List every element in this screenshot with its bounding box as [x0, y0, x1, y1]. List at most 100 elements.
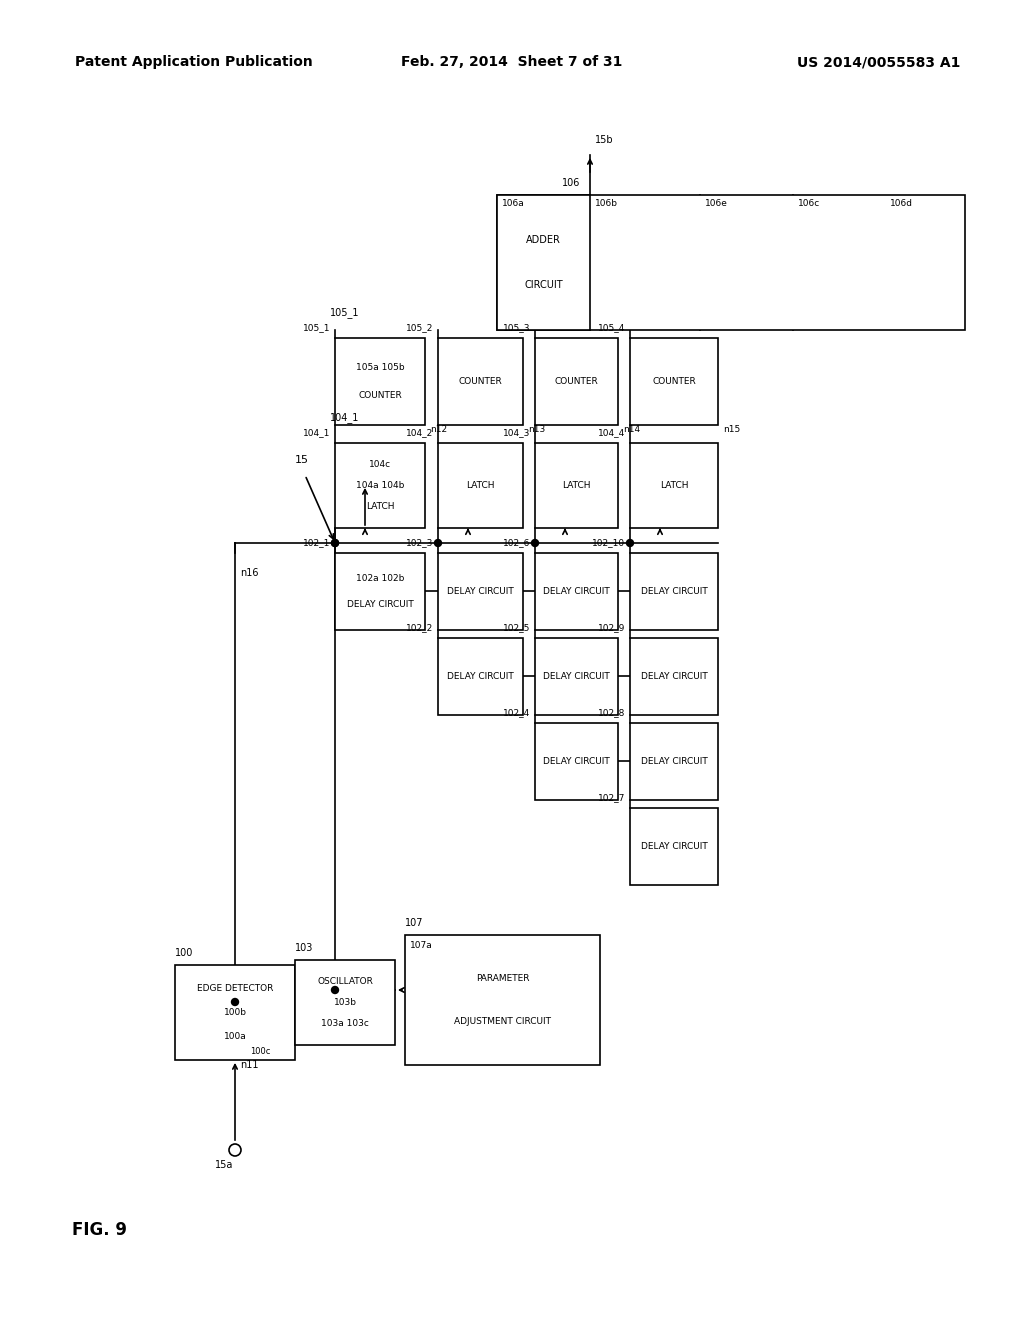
Text: 102_10: 102_10	[592, 539, 625, 548]
Text: 15: 15	[295, 455, 309, 465]
Text: COUNTER: COUNTER	[555, 378, 598, 385]
Text: COUNTER: COUNTER	[652, 378, 696, 385]
Bar	[438, 638, 523, 715]
Text: 102_8: 102_8	[598, 709, 625, 718]
Text: 106b: 106b	[595, 198, 618, 207]
Bar	[438, 553, 523, 630]
Text: 107a: 107a	[410, 940, 433, 949]
Text: DELAY CIRCUIT: DELAY CIRCUIT	[641, 756, 708, 766]
Bar	[535, 338, 618, 425]
Text: 104_4: 104_4	[598, 429, 625, 437]
Text: 106e: 106e	[705, 198, 728, 207]
Text: DELAY CIRCUIT: DELAY CIRCUIT	[447, 587, 514, 597]
Text: 106d: 106d	[890, 198, 913, 207]
Text: DELAY CIRCUIT: DELAY CIRCUIT	[543, 587, 610, 597]
Text: n13: n13	[528, 425, 545, 434]
Text: 106a: 106a	[502, 198, 524, 207]
Text: n11: n11	[240, 1060, 258, 1071]
Text: 100: 100	[175, 948, 194, 958]
Text: LATCH: LATCH	[366, 502, 394, 511]
Text: US 2014/0055583 A1: US 2014/0055583 A1	[797, 55, 961, 69]
Bar	[630, 638, 718, 715]
Text: 100b: 100b	[223, 1008, 247, 1016]
Text: 104_3: 104_3	[503, 429, 530, 437]
Text: 104_1: 104_1	[330, 413, 359, 424]
Text: LATCH: LATCH	[659, 480, 688, 490]
Text: DELAY CIRCUIT: DELAY CIRCUIT	[543, 672, 610, 681]
Text: COUNTER: COUNTER	[459, 378, 503, 385]
Text: 106: 106	[561, 178, 580, 187]
Text: 104a 104b: 104a 104b	[355, 480, 404, 490]
Text: 102_7: 102_7	[598, 793, 625, 803]
Text: 105a 105b: 105a 105b	[355, 363, 404, 371]
Text: 104_1: 104_1	[303, 429, 330, 437]
Text: 102_6: 102_6	[503, 539, 530, 548]
Bar	[335, 444, 425, 528]
Circle shape	[627, 540, 634, 546]
Bar	[335, 338, 425, 425]
Text: Patent Application Publication: Patent Application Publication	[75, 55, 312, 69]
Text: DELAY CIRCUIT: DELAY CIRCUIT	[641, 587, 708, 597]
Circle shape	[332, 540, 339, 546]
Bar	[535, 553, 618, 630]
Text: 103: 103	[295, 942, 313, 953]
Text: 104c: 104c	[369, 459, 391, 469]
Bar	[335, 553, 425, 630]
Bar	[630, 338, 718, 425]
Circle shape	[332, 986, 339, 994]
Text: 104_2: 104_2	[406, 429, 433, 437]
Bar	[630, 723, 718, 800]
Bar	[630, 553, 718, 630]
Text: 15a: 15a	[215, 1160, 233, 1170]
Text: ADJUSTMENT CIRCUIT: ADJUSTMENT CIRCUIT	[454, 1018, 551, 1026]
Text: PARAMETER: PARAMETER	[476, 974, 529, 983]
Bar	[497, 195, 590, 330]
Bar	[438, 444, 523, 528]
Bar	[175, 965, 295, 1060]
Text: DELAY CIRCUIT: DELAY CIRCUIT	[347, 599, 414, 609]
Circle shape	[332, 540, 339, 546]
Circle shape	[434, 540, 441, 546]
Text: n14: n14	[623, 425, 640, 434]
Text: 107: 107	[406, 917, 424, 928]
Circle shape	[531, 540, 539, 546]
Text: COUNTER: COUNTER	[358, 392, 401, 400]
Text: LATCH: LATCH	[562, 480, 591, 490]
Text: DELAY CIRCUIT: DELAY CIRCUIT	[447, 672, 514, 681]
Text: Feb. 27, 2014  Sheet 7 of 31: Feb. 27, 2014 Sheet 7 of 31	[401, 55, 623, 69]
Circle shape	[229, 1144, 241, 1156]
Text: 106c: 106c	[798, 198, 820, 207]
Text: CIRCUIT: CIRCUIT	[524, 280, 563, 290]
Bar	[535, 444, 618, 528]
Text: DELAY CIRCUIT: DELAY CIRCUIT	[543, 756, 610, 766]
Text: 105_1: 105_1	[302, 323, 330, 333]
Text: 105_1: 105_1	[330, 308, 359, 318]
Bar	[295, 960, 395, 1045]
Text: 102_3: 102_3	[406, 539, 433, 548]
Text: 102a 102b: 102a 102b	[355, 574, 404, 583]
Text: n12: n12	[430, 425, 447, 434]
Text: 103b: 103b	[334, 998, 356, 1007]
Text: 102_9: 102_9	[598, 623, 625, 632]
Text: EDGE DETECTOR: EDGE DETECTOR	[197, 985, 273, 993]
Bar	[630, 808, 718, 884]
Text: 105_3: 105_3	[503, 323, 530, 333]
Text: 100a: 100a	[223, 1032, 247, 1040]
Bar	[438, 338, 523, 425]
Text: 103a 103c: 103a 103c	[322, 1019, 369, 1028]
Text: FIG. 9: FIG. 9	[72, 1221, 127, 1239]
Text: 102_2: 102_2	[406, 623, 433, 632]
Text: DELAY CIRCUIT: DELAY CIRCUIT	[641, 672, 708, 681]
Bar	[497, 195, 965, 330]
Text: LATCH: LATCH	[466, 480, 495, 490]
Text: 100c: 100c	[250, 1048, 270, 1056]
Text: 15b: 15b	[595, 135, 613, 145]
Bar	[630, 444, 718, 528]
Bar	[535, 723, 618, 800]
Text: n16: n16	[240, 568, 258, 578]
Text: ADDER: ADDER	[526, 235, 561, 246]
Text: DELAY CIRCUIT: DELAY CIRCUIT	[641, 842, 708, 851]
Text: 102_5: 102_5	[503, 623, 530, 632]
Text: 102_1: 102_1	[303, 539, 330, 548]
Bar	[406, 935, 600, 1065]
